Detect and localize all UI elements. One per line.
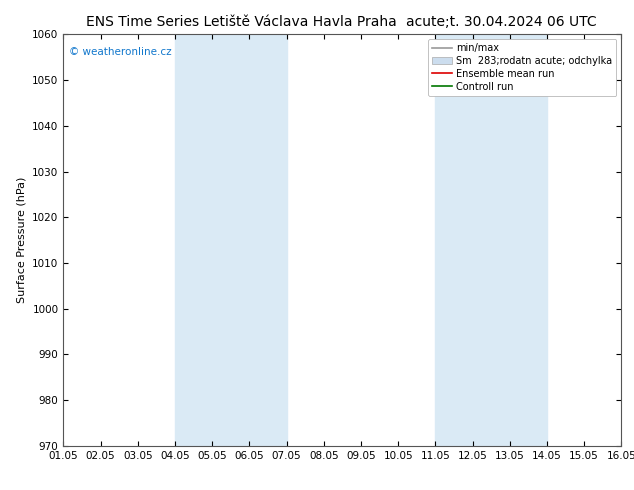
Text: acute;t. 30.04.2024 06 UTC: acute;t. 30.04.2024 06 UTC (406, 15, 596, 29)
Y-axis label: Surface Pressure (hPa): Surface Pressure (hPa) (16, 177, 27, 303)
Text: © weatheronline.cz: © weatheronline.cz (69, 47, 172, 57)
Bar (436, 34, 547, 446)
Bar (175, 34, 287, 446)
Legend: min/max, Sm  283;rodatn acute; odchylka, Ensemble mean run, Controll run: min/max, Sm 283;rodatn acute; odchylka, … (428, 39, 616, 96)
Text: ENS Time Series Letiště Václava Havla Praha: ENS Time Series Letiště Václava Havla Pr… (86, 15, 396, 29)
